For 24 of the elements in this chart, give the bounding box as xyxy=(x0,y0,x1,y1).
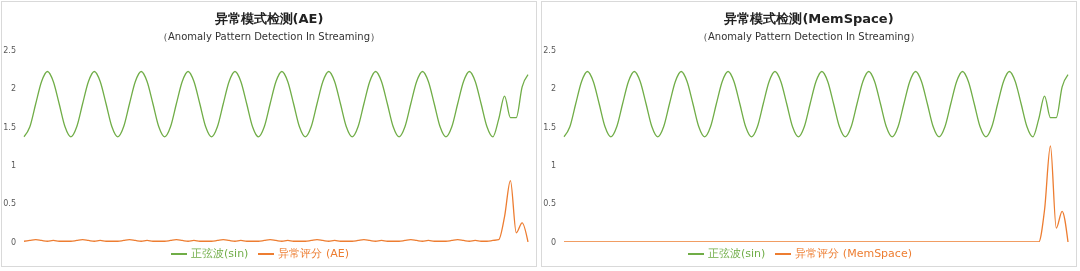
y-tick-label: 2 xyxy=(550,84,556,94)
line-series xyxy=(23,70,529,138)
y-tick-label: 1.5 xyxy=(543,122,556,132)
legend-label: 异常评分 (MemSpace) xyxy=(795,247,912,260)
legend-label: 异常评分 (AE) xyxy=(278,247,349,260)
legend-label: 正弦波(sin) xyxy=(191,247,249,260)
y-tick-label: 1.5 xyxy=(3,122,16,132)
line-series xyxy=(563,70,1069,138)
y-tick-label: 2.5 xyxy=(3,45,16,55)
y-tick-label: 0.5 xyxy=(543,199,556,209)
y-tick-label: 1 xyxy=(10,161,16,171)
y-tick-label: 2 xyxy=(10,84,16,94)
y-tick-label: 0.5 xyxy=(3,199,16,209)
chart-title: 异常模式检测(MemSpace) xyxy=(723,10,895,28)
y-tick-label: 0 xyxy=(550,237,556,247)
chart-subtitle: （Anomaly Pattern Detection In Streaming） xyxy=(696,30,922,44)
chart-title: 异常模式检测(AE) xyxy=(213,10,325,28)
y-tick-label: 0 xyxy=(10,237,16,247)
y-tick-label: 1 xyxy=(550,161,556,171)
y-tick-label: 2.5 xyxy=(543,45,556,55)
line-series xyxy=(563,145,1069,242)
legend-label: 正弦波(sin) xyxy=(708,247,766,260)
line-series xyxy=(23,179,529,242)
chart-subtitle: （Anomaly Pattern Detection In Streaming） xyxy=(156,30,382,44)
